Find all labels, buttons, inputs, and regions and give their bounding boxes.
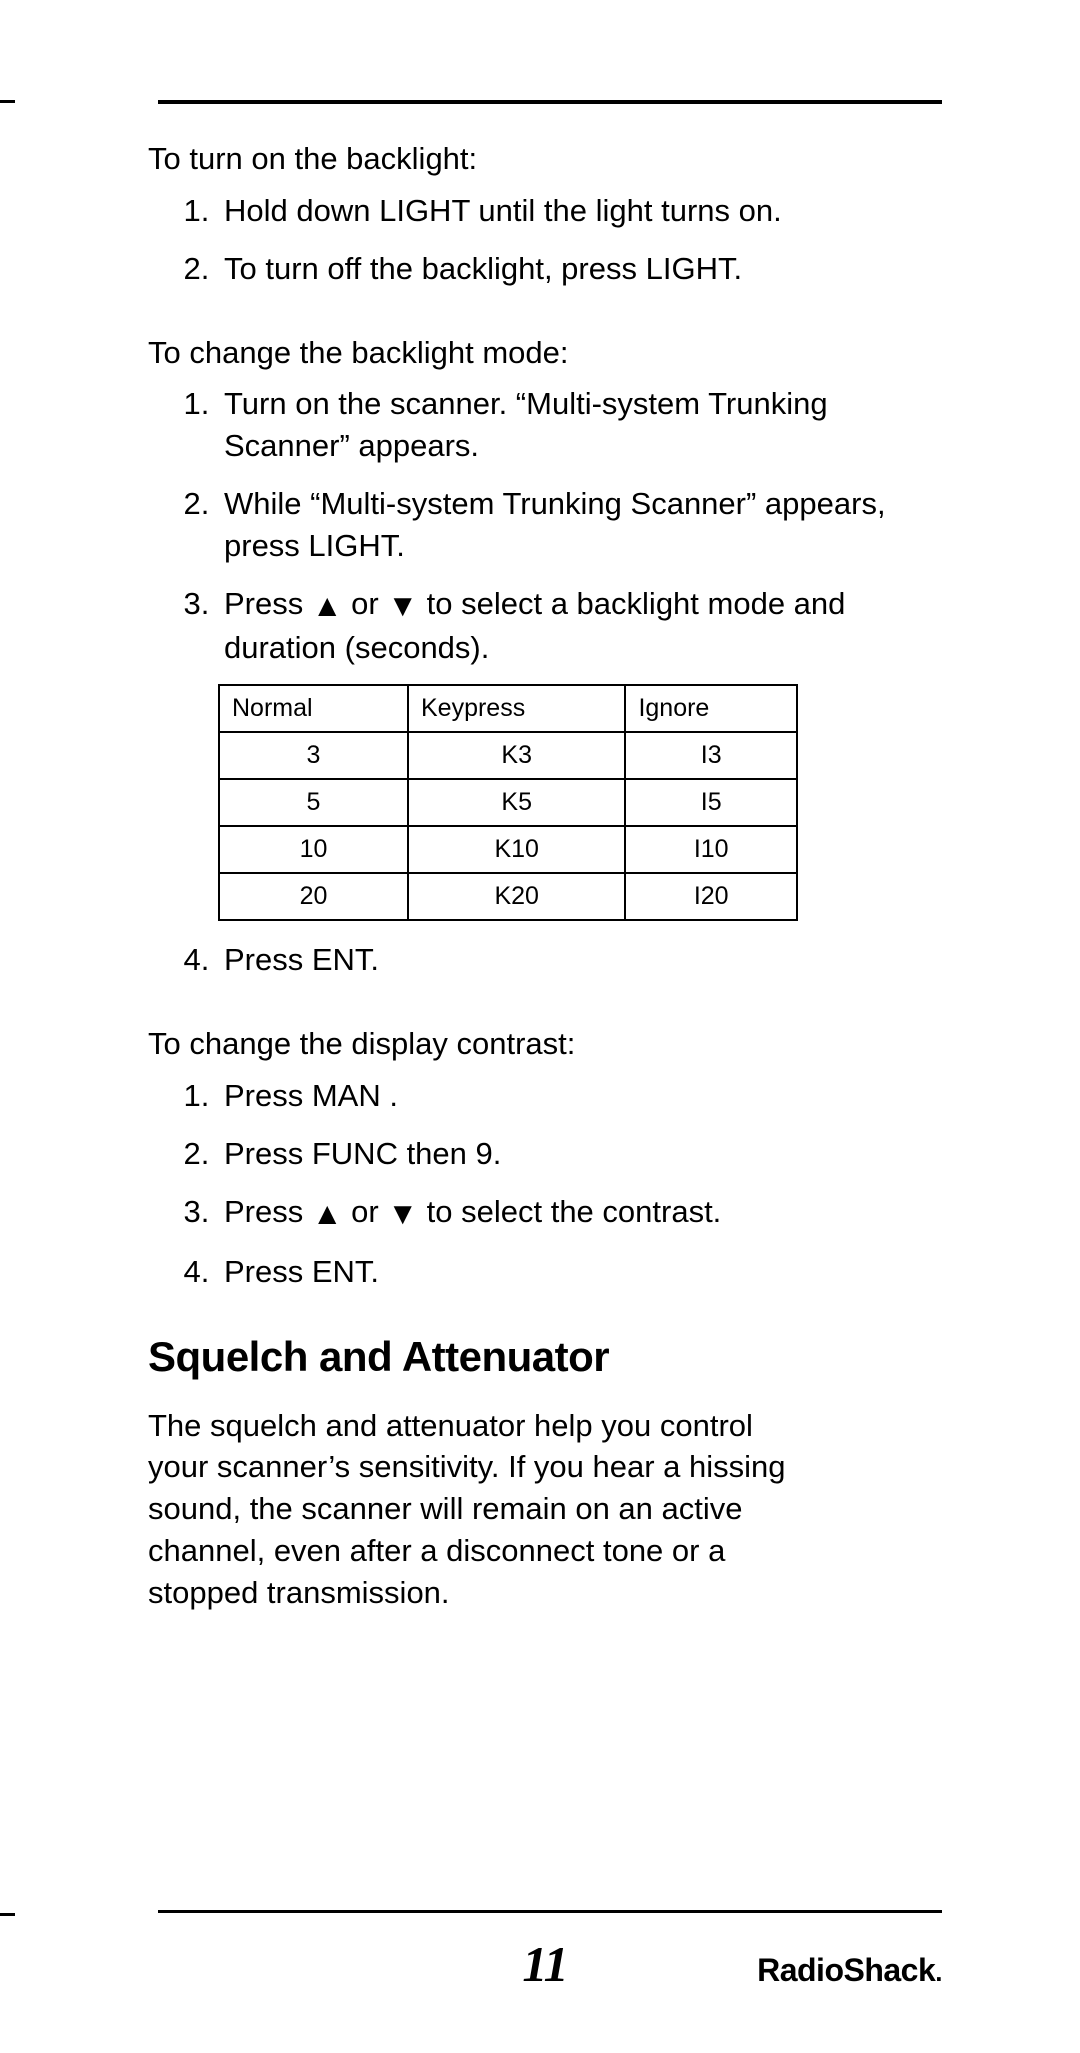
crop-mark-bottom [0,1913,15,1916]
backlight-mode-steps: Turn on the scanner. “Multi-system Trunk… [148,383,942,668]
list-item: To turn off the backlight, press LIGHT. [218,248,942,290]
table-header-row: Normal Keypress Ignore [219,685,797,732]
list-item: Press MAN . [218,1075,942,1117]
table-cell: K5 [408,779,625,826]
contrast-intro: To change the display contrast: [148,1023,942,1065]
backlight-mode-steps-cont: Press ENT. [148,939,942,981]
triangle-down-icon: ▼ [387,585,418,627]
list-item: Press ▲ or ▼ to select a backlight mode … [218,583,942,669]
step3-prefix: Press [224,586,312,621]
backlight-on-intro: To turn on the backlight: [148,138,942,180]
footer-rule [158,1910,942,1913]
list-item: Hold down LIGHT until the light turns on… [218,190,942,232]
step3-mid: or [343,586,388,621]
page-footer: 11 RadioShack. [148,1910,942,1993]
step3-prefix: Press [224,1194,312,1229]
brand-text: RadioShack [757,1952,935,1988]
table-cell: 10 [219,826,408,873]
table-row: 10 K10 I10 [219,826,797,873]
triangle-down-icon: ▼ [387,1193,418,1235]
manual-page: To turn on the backlight: Hold down LIGH… [0,0,1080,2053]
list-item: Press ▲ or ▼ to select the contrast. [218,1191,942,1235]
table-cell: 20 [219,873,408,920]
backlight-mode-table-wrap: Normal Keypress Ignore 3 K3 I3 5 K5 I5 1… [218,684,942,921]
list-item: Press ENT. [218,1251,942,1293]
table-header: Ignore [625,685,797,732]
table-cell: I10 [625,826,797,873]
list-item: Press ENT. [218,939,942,981]
backlight-mode-table: Normal Keypress Ignore 3 K3 I3 5 K5 I5 1… [218,684,798,921]
table-cell: K10 [408,826,625,873]
list-item: While “Multi-system Trunking Scanner” ap… [218,483,942,567]
table-cell: I5 [625,779,797,826]
step3-mid: or [343,1194,388,1229]
brand-dot: . [935,1957,942,1987]
table-row: 5 K5 I5 [219,779,797,826]
triangle-up-icon: ▲ [312,1193,343,1235]
page-number: 11 [522,1935,567,1993]
squelch-heading: Squelch and Attenuator [148,1333,942,1381]
backlight-on-steps: Hold down LIGHT until the light turns on… [148,190,942,290]
table-header: Keypress [408,685,625,732]
triangle-up-icon: ▲ [312,585,343,627]
table-cell: 5 [219,779,408,826]
table-cell: 3 [219,732,408,779]
table-cell: I20 [625,873,797,920]
footer-row: 11 RadioShack. [148,1939,942,1993]
crop-mark-top [0,100,15,103]
table-header: Normal [219,685,408,732]
list-item: Press FUNC then 9. [218,1133,942,1175]
table-cell: I3 [625,732,797,779]
table-cell: K20 [408,873,625,920]
table-row: 20 K20 I20 [219,873,797,920]
backlight-mode-intro: To change the backlight mode: [148,332,942,374]
contrast-steps: Press MAN . Press FUNC then 9. Press ▲ o… [148,1075,942,1292]
list-item: Turn on the scanner. “Multi-system Trunk… [218,383,942,467]
step3-suffix: to select the contrast. [418,1194,721,1229]
table-row: 3 K3 I3 [219,732,797,779]
table-cell: K3 [408,732,625,779]
squelch-body: The squelch and attenuator help you cont… [148,1405,808,1614]
top-rule [158,100,942,104]
brand-logo: RadioShack. [757,1952,942,1989]
